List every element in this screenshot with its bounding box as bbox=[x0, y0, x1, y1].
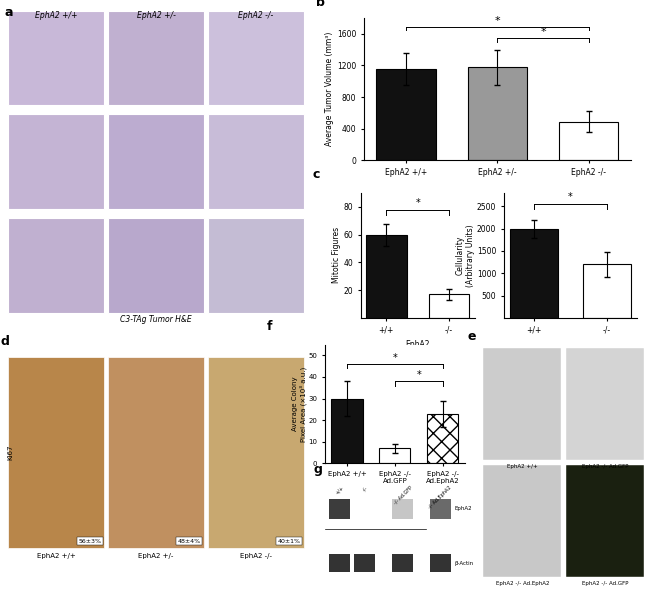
Bar bbox=[430, 554, 451, 572]
Bar bbox=[8, 218, 104, 312]
Bar bbox=[566, 465, 644, 577]
Bar bbox=[392, 554, 413, 572]
Y-axis label: Cellularity
(Arbitrary Units): Cellularity (Arbitrary Units) bbox=[456, 224, 475, 287]
Bar bbox=[332, 399, 363, 463]
Text: EphA2 +/+: EphA2 +/+ bbox=[507, 465, 538, 469]
Text: f: f bbox=[266, 320, 272, 333]
Bar bbox=[566, 348, 644, 460]
Bar bbox=[428, 294, 469, 318]
Bar bbox=[329, 499, 350, 519]
Text: b: b bbox=[316, 0, 325, 10]
Bar bbox=[329, 554, 350, 572]
Text: c: c bbox=[313, 168, 320, 181]
Text: -/-: -/- bbox=[361, 485, 369, 492]
Bar bbox=[583, 264, 631, 318]
Text: *: * bbox=[568, 192, 573, 203]
Bar bbox=[484, 348, 562, 460]
Text: EphA2 -/-: EphA2 -/- bbox=[238, 11, 273, 20]
Text: 40±1%: 40±1% bbox=[278, 539, 300, 544]
Bar bbox=[8, 357, 104, 548]
Bar bbox=[208, 218, 304, 312]
Text: EphA2 -/- Ad.EphA2: EphA2 -/- Ad.EphA2 bbox=[496, 581, 549, 586]
Bar bbox=[208, 11, 304, 105]
Text: -/- Ad.EphA2: -/- Ad.EphA2 bbox=[428, 485, 453, 510]
Text: EphA2 +/-: EphA2 +/- bbox=[136, 11, 176, 20]
Bar bbox=[430, 499, 451, 519]
Text: -/- Ad.GFP: -/- Ad.GFP bbox=[393, 485, 413, 505]
Text: C3-TAg Tumor H&E: C3-TAg Tumor H&E bbox=[120, 315, 192, 324]
Bar bbox=[559, 122, 618, 160]
Text: *: * bbox=[393, 353, 397, 363]
Bar bbox=[108, 11, 204, 105]
Text: e: e bbox=[468, 330, 476, 343]
Text: *: * bbox=[540, 27, 546, 37]
Text: β-Actin: β-Actin bbox=[455, 561, 474, 565]
Text: EphA2 -/-: EphA2 -/- bbox=[240, 553, 272, 559]
Y-axis label: Average Colony
Pixel Area (×10³ a.u.): Average Colony Pixel Area (×10³ a.u.) bbox=[292, 366, 307, 441]
Bar bbox=[354, 554, 375, 572]
Bar bbox=[8, 11, 104, 105]
Bar bbox=[208, 115, 304, 208]
Bar bbox=[427, 413, 458, 463]
Text: EphA2 -/- Ad.GFP: EphA2 -/- Ad.GFP bbox=[582, 465, 629, 469]
Bar bbox=[108, 115, 204, 208]
Text: 48±4%: 48±4% bbox=[177, 539, 201, 544]
Text: a: a bbox=[5, 6, 13, 19]
Text: EphA2: EphA2 bbox=[455, 507, 473, 511]
Text: EphA2 +/-: EphA2 +/- bbox=[138, 553, 174, 559]
Y-axis label: Average Tumor Volume (mm³): Average Tumor Volume (mm³) bbox=[325, 32, 334, 146]
Text: *: * bbox=[415, 198, 420, 208]
Bar bbox=[108, 218, 204, 312]
X-axis label: EphA2: EphA2 bbox=[406, 340, 430, 349]
Text: EphA2 -/- Ad.GFP: EphA2 -/- Ad.GFP bbox=[582, 581, 629, 586]
Text: g: g bbox=[314, 463, 322, 476]
Text: *: * bbox=[417, 370, 421, 380]
Text: *: * bbox=[495, 16, 500, 26]
Text: 56±3%: 56±3% bbox=[78, 539, 101, 544]
Bar bbox=[208, 357, 304, 548]
Text: EphA2 +/+: EphA2 +/+ bbox=[35, 11, 77, 20]
Text: +/+: +/+ bbox=[334, 485, 345, 495]
Bar bbox=[366, 235, 407, 318]
Bar bbox=[380, 448, 410, 463]
Bar bbox=[510, 229, 558, 318]
Text: Ki67: Ki67 bbox=[8, 444, 14, 460]
Text: EphA2 +/+: EphA2 +/+ bbox=[37, 553, 75, 559]
Bar bbox=[108, 357, 204, 548]
Bar bbox=[8, 115, 104, 208]
Bar bbox=[376, 69, 436, 160]
Bar bbox=[392, 499, 413, 519]
Bar bbox=[467, 67, 527, 160]
Text: d: d bbox=[1, 334, 9, 347]
Y-axis label: Mitotic Figures: Mitotic Figures bbox=[332, 228, 341, 283]
Bar bbox=[484, 465, 562, 577]
